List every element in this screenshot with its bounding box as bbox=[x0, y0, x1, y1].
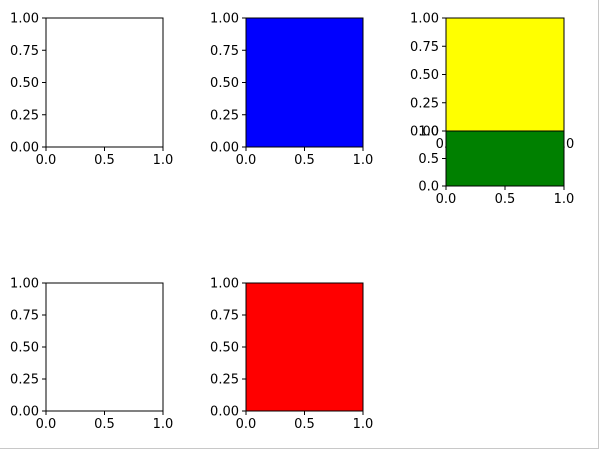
y-tick-label: 0.50 bbox=[210, 341, 239, 356]
x-tick-label: 0.0 bbox=[236, 153, 257, 168]
x-tick-label: 0.5 bbox=[294, 153, 315, 168]
y-tick-label: 0.5 bbox=[418, 152, 439, 167]
y-tick-label: 1.00 bbox=[10, 12, 39, 27]
y-tick-label: 1.0 bbox=[418, 125, 439, 140]
x-tick-label: 1.0 bbox=[353, 153, 374, 168]
axes-frame bbox=[45, 17, 164, 148]
y-tick-label: 0.00 bbox=[210, 141, 239, 156]
y-tick-label: 0.75 bbox=[10, 309, 39, 324]
axes-frame bbox=[245, 17, 364, 148]
y-tick-label: 0.25 bbox=[10, 373, 39, 388]
x-tick-label: 1.0 bbox=[153, 153, 174, 168]
axes-top-right-lower: 0.0 0.5 1.0 0.0 0.5 1.0 bbox=[418, 125, 574, 208]
x-tick-label: 0.5 bbox=[495, 192, 516, 207]
x-tick-label: 0.5 bbox=[94, 417, 115, 432]
axes-bottom-left: 0.0 0.5 1.0 0.00 0.25 0.50 0.75 1.00 bbox=[10, 277, 173, 433]
y-tick-label: 0.25 bbox=[410, 96, 439, 111]
axes-frame bbox=[445, 130, 565, 187]
x-tick-label: 1.0 bbox=[353, 417, 374, 432]
x-tick-label: 0.0 bbox=[36, 153, 57, 168]
y-tick-label: 0.00 bbox=[210, 405, 239, 420]
x-tick-label: 1.0 bbox=[554, 192, 575, 207]
y-tick-label: 1.00 bbox=[410, 12, 439, 27]
y-tick-label: 0.50 bbox=[410, 68, 439, 83]
fill-patch-blue bbox=[246, 18, 363, 147]
x-tick-label: 0.5 bbox=[294, 417, 315, 432]
axes-background bbox=[46, 283, 163, 411]
x-tick-label: 1.0 bbox=[153, 417, 174, 432]
fill-patch-red bbox=[246, 283, 363, 411]
x-tick-label: 0.0 bbox=[236, 417, 257, 432]
y-tick-label: 0.50 bbox=[10, 76, 39, 91]
axes-top-middle: 0.0 0.5 1.0 0.00 0.25 0.50 0.75 1.00 bbox=[210, 12, 373, 169]
y-tick-label: 0.50 bbox=[210, 76, 239, 91]
y-tick-label: 1.00 bbox=[210, 12, 239, 27]
x-tick-label: 0.0 bbox=[436, 192, 457, 207]
y-tick-label: 0.00 bbox=[10, 141, 39, 156]
y-tick-label: 0.75 bbox=[210, 44, 239, 59]
axes-frame bbox=[45, 282, 164, 412]
axes-frame bbox=[245, 282, 364, 412]
y-tick-label: 0.50 bbox=[10, 341, 39, 356]
y-tick-label: 0.25 bbox=[10, 108, 39, 123]
y-tick-label: 0.00 bbox=[410, 125, 439, 140]
y-tick-label: 1.00 bbox=[210, 277, 239, 292]
fill-patch-green bbox=[446, 131, 564, 186]
y-tick-label: 0.75 bbox=[410, 40, 439, 55]
y-tick-label: 1.00 bbox=[10, 277, 39, 292]
axes-top-left: 0.0 0.5 1.0 0.00 0.25 0.50 0.75 1.00 bbox=[10, 12, 173, 169]
axes-background bbox=[46, 18, 163, 147]
y-tick-label: 0.25 bbox=[210, 108, 239, 123]
y-tick-label: 0.00 bbox=[10, 405, 39, 420]
y-tick-label: 0.75 bbox=[10, 44, 39, 59]
fill-patch-yellow bbox=[446, 18, 564, 131]
x-tick-label: 0.5 bbox=[94, 153, 115, 168]
y-tick-label: 0.25 bbox=[210, 373, 239, 388]
y-tick-label: 0.0 bbox=[418, 180, 439, 195]
x-tick-label: 0.0 bbox=[36, 417, 57, 432]
y-tick-label: 0.75 bbox=[210, 309, 239, 324]
axes-bottom-middle: 0.0 0.5 1.0 0.00 0.25 0.50 0.75 1.00 bbox=[210, 277, 373, 433]
